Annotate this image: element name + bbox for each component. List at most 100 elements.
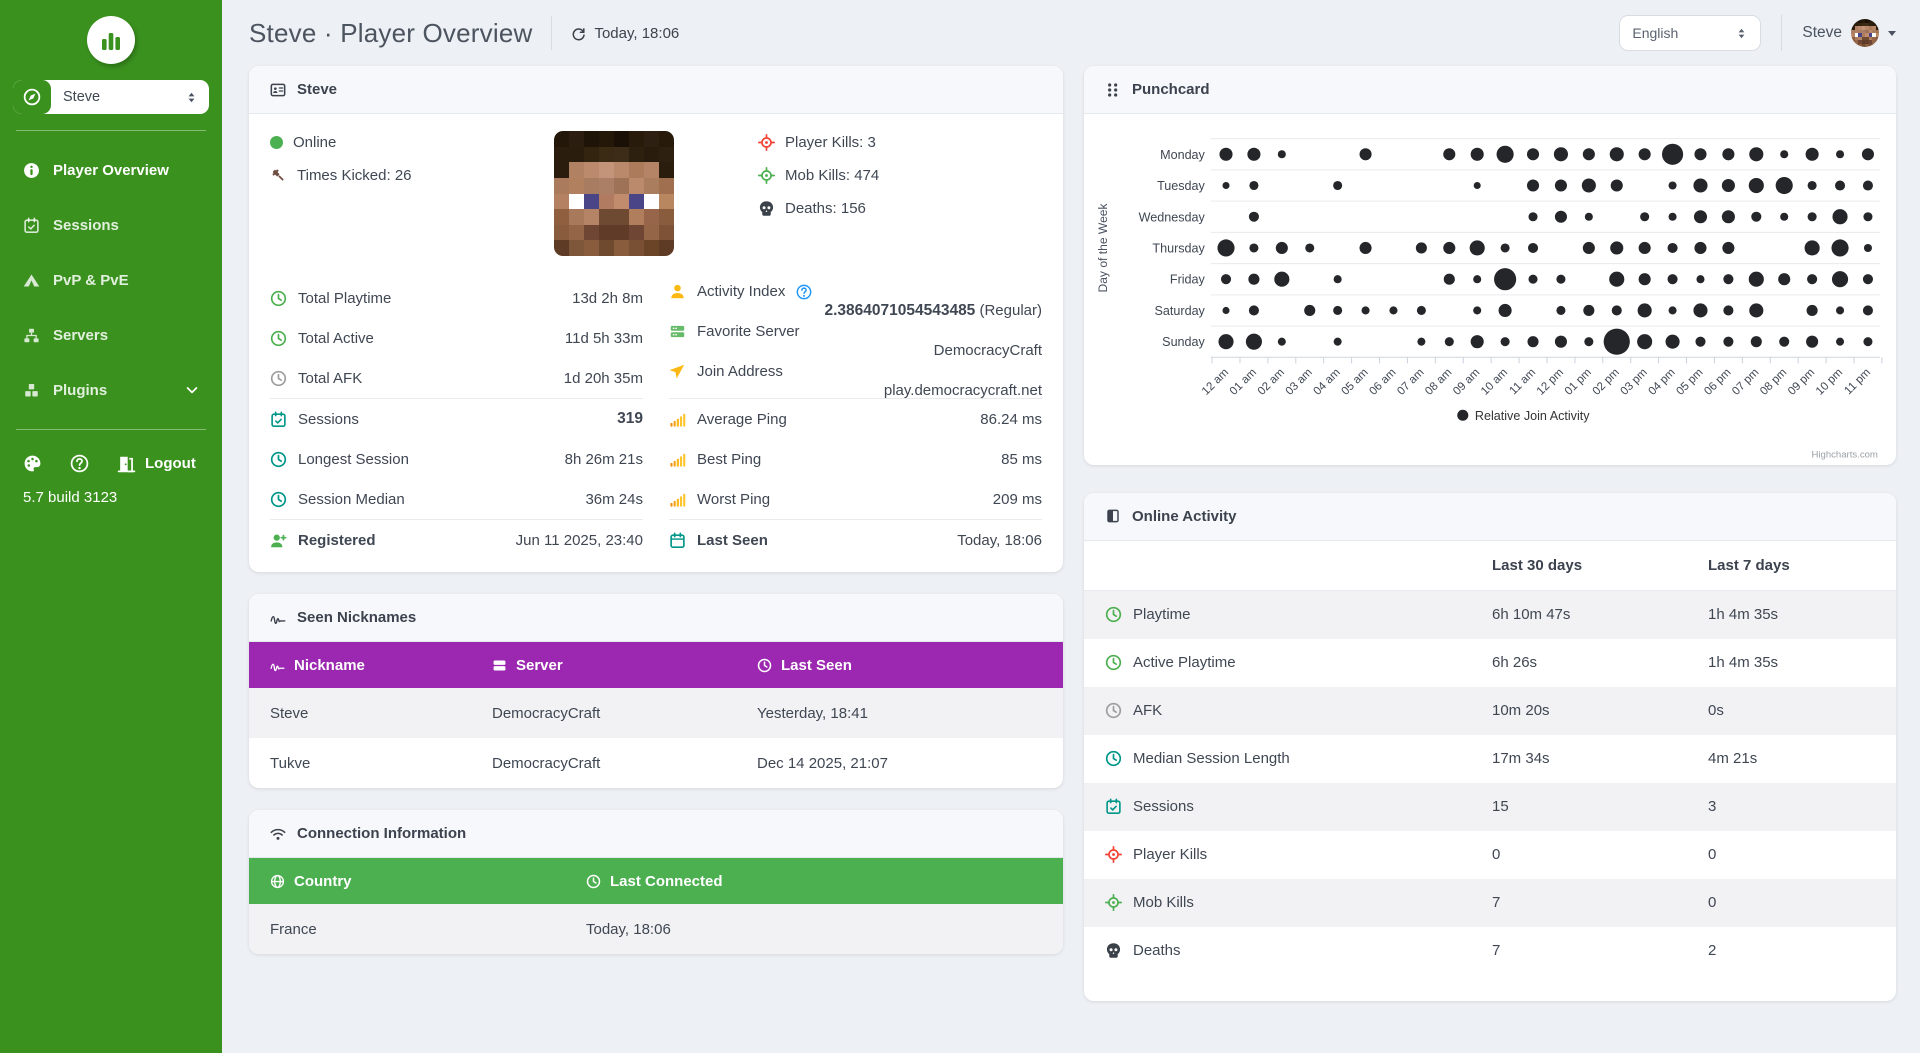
skull-icon xyxy=(1105,942,1122,959)
app-logo[interactable] xyxy=(87,16,135,64)
globe-icon xyxy=(270,874,285,889)
info-circle-icon xyxy=(23,162,40,179)
svg-text:12 pm: 12 pm xyxy=(1535,367,1566,398)
svg-text:Tuesday: Tuesday xyxy=(1157,179,1205,193)
signal-icon xyxy=(669,451,686,468)
calendar-icon xyxy=(669,532,686,549)
calendar-check-icon xyxy=(23,217,40,234)
divider xyxy=(270,519,643,520)
help-button[interactable] xyxy=(70,454,89,473)
svg-text:03 pm: 03 pm xyxy=(1619,367,1650,398)
theme-palette-button[interactable] xyxy=(23,454,42,473)
stat-total-playtime: Total Playtime 13d 2h 8m xyxy=(270,278,643,318)
times-kicked: Times Kicked: 26 xyxy=(270,159,554,192)
nav-label: Sessions xyxy=(53,216,119,234)
signature-icon xyxy=(270,658,285,673)
connection-table-header: Country Last Connected xyxy=(249,858,1063,904)
stat-registered: Registered Jun 11 2025, 23:40 xyxy=(270,520,643,560)
book-icon xyxy=(1105,508,1121,524)
svg-text:02 pm: 02 pm xyxy=(1591,367,1622,398)
sidebar-divider xyxy=(16,429,206,430)
campground-icon xyxy=(23,272,40,289)
nav-item-plugins[interactable]: Plugins xyxy=(13,369,209,411)
connection-card-title: Connection Information xyxy=(297,825,467,842)
online-activity-card-header: Online Activity xyxy=(1084,492,1896,541)
online-dot-icon xyxy=(270,136,283,149)
refresh-button[interactable]: Today, 18:06 xyxy=(571,25,679,42)
mob-kills-label: Mob Kills: 474 xyxy=(785,167,880,184)
divider xyxy=(669,519,1042,520)
svg-text:Sunday: Sunday xyxy=(1162,335,1205,349)
player-kills-label: Player Kills: 3 xyxy=(785,134,876,151)
crosshair-icon xyxy=(758,167,775,184)
stat-total-afk: Total AFK 1d 20h 35m xyxy=(270,358,643,398)
nav-label: Servers xyxy=(53,326,109,344)
punchcard-chart: Monday Tuesday Wednesday Thursday Friday Satu… xyxy=(1096,138,1883,461)
online-activity-card-title: Online Activity xyxy=(1132,507,1237,525)
nav-item-player-overview[interactable]: Player Overview xyxy=(13,149,209,191)
clock-icon xyxy=(270,370,287,387)
clock-icon xyxy=(270,491,287,508)
wifi-icon xyxy=(270,826,286,842)
calendar-check-icon xyxy=(1105,798,1122,815)
clock-icon xyxy=(1105,654,1122,671)
clock-icon xyxy=(1105,606,1122,623)
divider xyxy=(669,398,1042,399)
user-avatar xyxy=(1851,19,1879,47)
stat-best-ping: Best Ping 85 ms xyxy=(669,439,1042,479)
clock-icon xyxy=(586,874,601,889)
refresh-time: Today, 18:06 xyxy=(594,24,680,42)
language-select[interactable]: English xyxy=(1619,15,1762,51)
connection-card-header: Connection Information xyxy=(249,810,1063,858)
stat-total-active: Total Active 11d 5h 33m xyxy=(270,318,643,358)
nav-item-servers[interactable]: Servers xyxy=(13,314,209,356)
stat-worst-ping: Worst Ping 209 ms xyxy=(669,479,1042,519)
punchcard-card-title: Punchcard xyxy=(1132,81,1210,98)
nav-item-sessions[interactable]: Sessions xyxy=(13,204,209,246)
player-card: Steve Online Times Kicked: 26 xyxy=(249,66,1063,572)
page-title: Steve · Player Overview xyxy=(249,17,533,48)
online-status: Online xyxy=(270,126,554,159)
nicknames-card-title: Seen Nicknames xyxy=(297,609,417,626)
nav-item-pvp-pve[interactable]: PvP & PvE xyxy=(13,259,209,301)
sidebar-divider xyxy=(16,130,206,131)
svg-text:07 am: 07 am xyxy=(1395,367,1426,398)
crosshair-icon xyxy=(758,134,775,151)
svg-text:04 pm: 04 pm xyxy=(1646,367,1677,398)
player-card-title: Steve xyxy=(297,81,338,98)
svg-text:09 pm: 09 pm xyxy=(1786,367,1817,398)
logout-button[interactable]: Logout xyxy=(117,454,196,473)
help-circle-icon[interactable] xyxy=(796,284,812,300)
stat-activity-index: Activity Index 2.3864071054543485 (Regul… xyxy=(669,278,1042,319)
sort-caret-icon xyxy=(185,91,209,104)
punchcard-card-header: Punchcard xyxy=(1084,66,1896,114)
stat-favorite-server: Favorite Server DemocracyCraft xyxy=(669,318,1042,359)
svg-text:01 am: 01 am xyxy=(1228,367,1259,398)
connection-card: Connection Information Country Last Conn… xyxy=(249,810,1063,954)
nav-label: Player Overview xyxy=(53,161,169,179)
logout-label: Logout xyxy=(145,455,196,472)
mob-kills: Mob Kills: 474 xyxy=(758,159,1042,192)
oa-row-active-playtime: Active Playtime 6h 26s 1h 4m 35s xyxy=(1084,639,1896,687)
oa-row-afk: AFK 10m 20s 0s xyxy=(1084,686,1896,735)
clock-icon xyxy=(270,451,287,468)
clock-icon xyxy=(270,290,287,307)
stat-average-ping: Average Ping 86.24 ms xyxy=(669,399,1042,439)
svg-text:01 pm: 01 pm xyxy=(1563,367,1594,398)
signal-icon xyxy=(669,491,686,508)
player-select[interactable]: Steve xyxy=(13,80,209,114)
times-kicked-label: Times Kicked: 26 xyxy=(297,167,412,184)
oa-row-median-session: Median Session Length 17m 34s 4m 21s xyxy=(1084,735,1896,783)
stat-longest-session: Longest Session 8h 26m 21s xyxy=(270,439,643,479)
stat-sessions: Sessions 319 xyxy=(270,399,643,439)
connection-row: France Today, 18:06 xyxy=(249,904,1063,954)
user-menu[interactable]: Steve xyxy=(1802,19,1896,47)
topbar-divider xyxy=(551,16,553,50)
user-name: Steve xyxy=(1802,24,1842,41)
sort-caret-icon xyxy=(1735,27,1748,40)
online-activity-card: Online Activity Last 30 days Last 7 days… xyxy=(1084,492,1896,1001)
svg-text:11 am: 11 am xyxy=(1508,367,1539,398)
nickname-row: Tukve DemocracyCraft Dec 14 2025, 21:07 xyxy=(270,754,888,772)
